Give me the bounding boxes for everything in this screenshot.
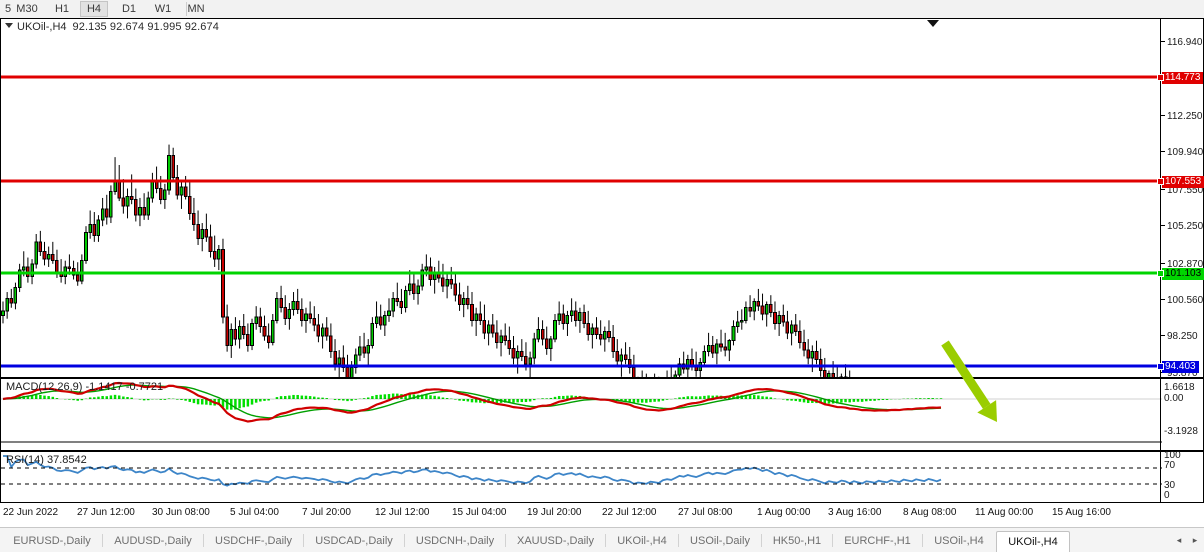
- time-axis[interactable]: 22 Jun 2022 27 Jun 12:00 30 Jun 08:00 5 Jul…: [0, 503, 1204, 528]
- price-tick-label: 100.560: [1167, 295, 1203, 306]
- rsi-plot-area: [1, 452, 1203, 502]
- price-level-label-red[interactable]: 114.773: [1162, 72, 1203, 84]
- macd-plot-area: [1, 379, 1203, 450]
- price-axis[interactable]: 116.940114.760112.250109.940107.550105.2…: [1161, 19, 1203, 377]
- symbol-tab[interactable]: HK50-,H1: [762, 531, 832, 551]
- price-chart-pane[interactable]: 116.940114.760112.250109.940107.550105.2…: [0, 18, 1204, 378]
- time-tick-label: 15 Aug 16:00: [1052, 507, 1111, 518]
- price-tick-label: 109.940: [1167, 147, 1203, 158]
- symbol-tab[interactable]: USOil-,H4: [923, 531, 995, 551]
- symbol-tab[interactable]: USDCAD-,Daily: [304, 531, 404, 551]
- price-tick: 112.250: [1161, 111, 1202, 122]
- macd-tick-label: -3.1928: [1164, 426, 1198, 437]
- time-tick-label: 8 Aug 08:00: [903, 507, 956, 518]
- time-tick-label: 27 Jul 08:00: [678, 507, 733, 518]
- time-tick-label: 30 Jun 08:00: [152, 507, 210, 518]
- symbol-label: UKOil-,H4: [17, 21, 67, 33]
- timeframe-d1[interactable]: D1: [114, 1, 144, 17]
- price-tick: 116.940: [1161, 37, 1202, 48]
- price-tick: 105.250: [1161, 221, 1203, 232]
- price-level-label-blue[interactable]: 94.403: [1162, 361, 1199, 373]
- symbol-tab[interactable]: XAUUSD-,Daily: [506, 531, 605, 551]
- time-tick-label: 11 Aug 00:00: [975, 507, 1033, 518]
- time-tick-label: 5 Jul 04:00: [230, 507, 279, 518]
- time-tick-label: 12 Jul 12:00: [375, 507, 430, 518]
- timeframe-w1[interactable]: W1: [148, 1, 178, 17]
- symbol-tab[interactable]: USDCNH-,Daily: [405, 531, 505, 551]
- level-handle[interactable]: [1157, 74, 1164, 81]
- symbol-tab[interactable]: UKOil-,H4: [606, 531, 678, 551]
- level-handle[interactable]: [1157, 270, 1164, 277]
- rsi-label: RSI(14) 37.8542: [6, 454, 87, 466]
- symbol-info-bar: UKOil-,H4 92.135 92.674 91.995 92.674: [5, 21, 219, 34]
- chart-position-marker[interactable]: [927, 20, 939, 27]
- level-handle[interactable]: [1157, 178, 1164, 185]
- price-tick: 100.560: [1161, 295, 1203, 306]
- rsi-tick-label: 0: [1164, 490, 1170, 501]
- time-tick-label: 1 Aug 00:00: [757, 507, 810, 518]
- symbol-tab-active[interactable]: UKOil-,H4: [996, 531, 1070, 552]
- price-tick-label: 112.250: [1167, 111, 1202, 122]
- timeframe-m30[interactable]: M30: [10, 1, 44, 17]
- price-tick: 109.940: [1161, 147, 1203, 158]
- timeframe-mn[interactable]: MN: [180, 1, 212, 17]
- collapse-triangle-icon[interactable]: [5, 23, 13, 28]
- time-tick-label: 22 Jun 2022: [3, 507, 58, 518]
- price-level-label-green[interactable]: 101.103: [1162, 268, 1204, 280]
- ohlc-values: 92.135 92.674 91.995 92.674: [73, 21, 219, 33]
- rsi-series: [1, 452, 1162, 502]
- macd-tick-label: 1.6618: [1164, 382, 1195, 393]
- tab-nav-next-button[interactable]: ▸: [1190, 534, 1200, 547]
- time-tick-label: 15 Jul 04:00: [452, 507, 507, 518]
- tab-nav-prev-button[interactable]: ◂: [1174, 534, 1184, 547]
- price-tick: 98.250: [1161, 331, 1198, 342]
- timeframe-h1[interactable]: H1: [48, 1, 76, 17]
- macd-tick-label: 0.00: [1164, 393, 1183, 404]
- price-level-label-red[interactable]: 107.553: [1162, 176, 1204, 188]
- symbol-tab[interactable]: USDCHF-,Daily: [204, 531, 303, 551]
- price-tick-label: 105.250: [1167, 221, 1203, 232]
- time-tick-label: 22 Jul 12:00: [602, 507, 657, 518]
- symbol-tab[interactable]: EURCHF-,H1: [833, 531, 922, 551]
- time-tick-label: 19 Jul 20:00: [527, 507, 582, 518]
- time-tick-label: 3 Aug 16:00: [828, 507, 881, 518]
- symbol-tab[interactable]: EURUSD-,Daily: [2, 531, 102, 551]
- price-tick-label: 98.250: [1167, 331, 1198, 342]
- rsi-tick-label: 70: [1164, 460, 1175, 471]
- time-tick-label: 7 Jul 20:00: [302, 507, 351, 518]
- macd-label: MACD(12,26,9) -1.1417 -0.7721: [6, 381, 163, 393]
- timeframe-h4[interactable]: H4: [80, 1, 108, 17]
- level-handle[interactable]: [1157, 363, 1164, 370]
- candlestick-series: [1, 19, 1162, 377]
- time-tick-label: 27 Jun 12:00: [77, 507, 135, 518]
- price-plot-area[interactable]: [1, 19, 1203, 377]
- symbol-tab[interactable]: AUDUSD-,Daily: [103, 531, 203, 551]
- price-tick-label: 116.940: [1167, 37, 1202, 48]
- macd-series: [1, 379, 1162, 450]
- symbol-tab[interactable]: USOil-,Daily: [679, 531, 761, 551]
